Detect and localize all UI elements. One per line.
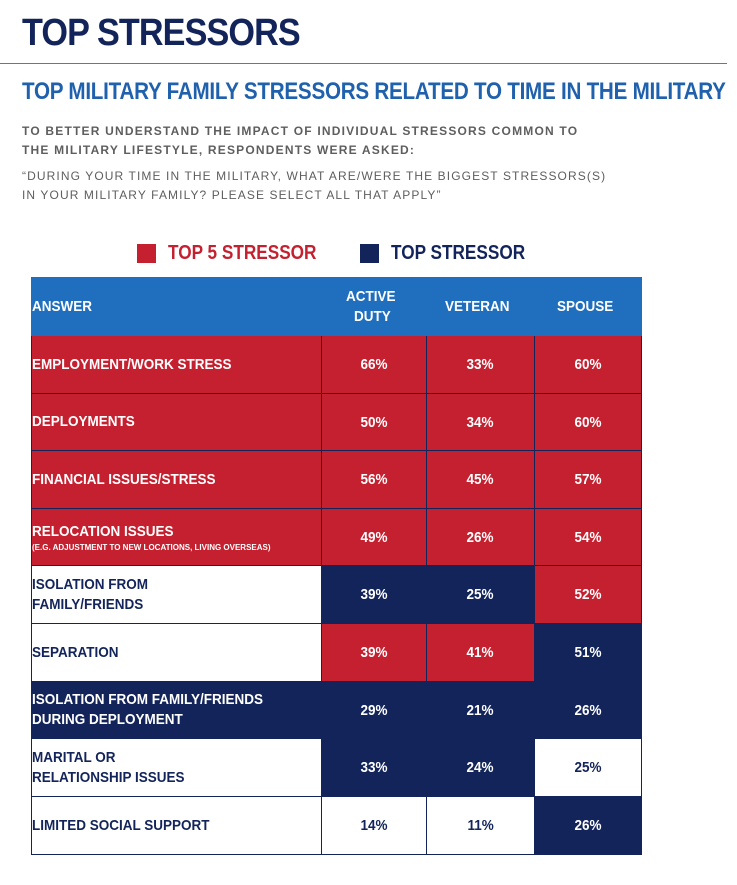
active-value-cell: 50%	[321, 393, 427, 451]
header-veteran: VETERAN	[426, 277, 535, 336]
legend-swatch-navy	[360, 243, 379, 263]
answer-cell: MARITAL OR RELATIONSHIP ISSUES	[31, 738, 322, 797]
answer-cell: SEPARATION	[31, 623, 322, 682]
spouse-value-cell: 54%	[534, 508, 642, 566]
table-row: DEPLOYMENTS 50% 34% 60%	[31, 393, 642, 451]
survey-question: “DURING YOUR TIME IN THE MILITARY, WHAT …	[22, 167, 606, 205]
spouse-value-cell: 25%	[534, 738, 642, 797]
spouse-value-cell: 26%	[534, 681, 642, 739]
header-spouse: SPOUSE	[534, 277, 642, 336]
table-row: SEPARATION 39% 41% 51%	[31, 623, 642, 682]
active-value-cell: 33%	[321, 738, 427, 797]
answer-cell: DEPLOYMENTS	[31, 393, 322, 451]
active-value-cell: 66%	[321, 335, 427, 394]
veteran-value-cell: 25%	[426, 565, 535, 624]
spouse-value-cell: 60%	[534, 335, 642, 394]
spouse-value-cell: 51%	[534, 623, 642, 682]
answer-cell: EMPLOYMENT/WORK STRESS	[31, 335, 322, 394]
veteran-value-cell: 11%	[426, 796, 535, 855]
active-value-cell: 29%	[321, 681, 427, 739]
legend-top: TOP STRESSOR	[360, 240, 547, 266]
spouse-value-cell: 60%	[534, 393, 642, 451]
answer-cell: ISOLATION FROM FAMILY/FRIENDS DURING DEPL…	[31, 681, 322, 739]
question-line: “DURING YOUR TIME IN THE MILITARY, WHAT …	[22, 169, 607, 183]
spouse-value-cell: 26%	[534, 796, 642, 855]
legend-top-label: TOP STRESSOR	[391, 241, 526, 264]
header-active-duty: ACTIVE DUTY	[321, 277, 427, 336]
active-value-cell: 14%	[321, 796, 427, 855]
answer-cell: FINANCIAL ISSUES/STRESS	[31, 450, 322, 509]
answer-cell: ISOLATION FROM FAMILY/FRIENDS	[31, 565, 322, 624]
active-value-cell: 39%	[321, 565, 427, 624]
legend-top5: TOP 5 STRESSOR	[137, 240, 341, 266]
title-divider	[0, 63, 727, 64]
answer-note: (E.G. ADJUSTMENT TO NEW LOCATIONS, LIVIN…	[32, 542, 271, 552]
table-row: RELOCATION ISSUES (E.G. ADJUSTMENT TO NEW…	[31, 508, 642, 566]
table-row: ISOLATION FROM FAMILY/FRIENDS DURING DEPL…	[31, 681, 642, 739]
table-row: EMPLOYMENT/WORK STRESS 66% 33% 60%	[31, 335, 642, 394]
veteran-value-cell: 41%	[426, 623, 535, 682]
stressors-table: ANSWER ACTIVE DUTY VETERAN SPOUSE EMPLOY…	[31, 277, 642, 855]
active-value-cell: 39%	[321, 623, 427, 682]
veteran-value-cell: 21%	[426, 681, 535, 739]
intro-line: TO BETTER UNDERSTAND THE IMPACT OF INDIV…	[22, 124, 579, 138]
subtitle: TOP MILITARY FAMILY STRESSORS RELATED TO…	[22, 78, 726, 105]
spouse-value-cell: 52%	[534, 565, 642, 624]
active-value-cell: 56%	[321, 450, 427, 509]
intro-line: THE MILITARY LIFESTYLE, RESPONDENTS WERE…	[22, 143, 416, 157]
legend-swatch-red	[137, 243, 156, 263]
table-row: LIMITED SOCIAL SUPPORT 14% 11% 26%	[31, 796, 642, 855]
table-row: FINANCIAL ISSUES/STRESS 56% 45% 57%	[31, 450, 642, 509]
spouse-value-cell: 57%	[534, 450, 642, 509]
answer-cell: LIMITED SOCIAL SUPPORT	[31, 796, 322, 855]
veteran-value-cell: 33%	[426, 335, 535, 394]
header-answer: ANSWER	[31, 277, 322, 336]
veteran-value-cell: 24%	[426, 738, 535, 797]
table-row: MARITAL OR RELATIONSHIP ISSUES 33% 24% 25%	[31, 738, 642, 797]
legend-top5-label: TOP 5 STRESSOR	[168, 241, 317, 264]
table-row: ISOLATION FROM FAMILY/FRIENDS 39% 25% 52%	[31, 565, 642, 624]
veteran-value-cell: 26%	[426, 508, 535, 566]
answer-cell: RELOCATION ISSUES (E.G. ADJUSTMENT TO NEW…	[31, 508, 322, 566]
header-row: ANSWER ACTIVE DUTY VETERAN SPOUSE	[31, 277, 642, 336]
page-title: TOP STRESSORS	[22, 12, 301, 54]
active-value-cell: 49%	[321, 508, 427, 566]
veteran-value-cell: 45%	[426, 450, 535, 509]
intro-text: TO BETTER UNDERSTAND THE IMPACT OF INDIV…	[22, 122, 578, 160]
question-line: IN YOUR MILITARY FAMILY? PLEASE SELECT A…	[22, 188, 442, 202]
veteran-value-cell: 34%	[426, 393, 535, 451]
